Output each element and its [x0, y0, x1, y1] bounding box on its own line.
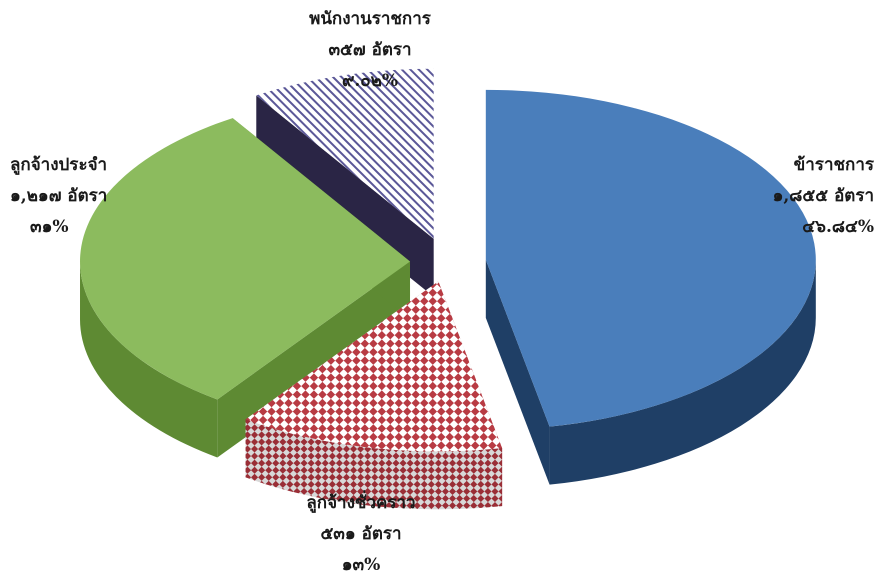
slice-top-2 [80, 118, 411, 400]
slice-name: พนักงานราชการ [309, 9, 431, 29]
slice-top-0 [485, 89, 816, 427]
slice-label-temporary-employee: ลูกจ้างชั่วคราว ๕๓๑ อัตรา ๑๓% [286, 488, 436, 581]
slice-percent: ๑๓% [341, 555, 381, 575]
slice-count: ๑,๒๑๗ อัตรา [10, 186, 108, 206]
slice-percent: ๓๑% [30, 217, 69, 237]
slice-side-0 [485, 259, 816, 485]
slice-label-government-employee: พนักงานราชการ ๓๕๗ อัตรา ๙.๐๒% [290, 4, 450, 97]
slice-top-3 [256, 68, 434, 239]
slice-count: ๑,๘๕๕ อัตรา [772, 186, 874, 206]
slice-count: ๓๕๗ อัตรา [328, 40, 412, 60]
slice-top-1 [245, 281, 503, 452]
slice-name: ลูกจ้างชั่วคราว [306, 493, 416, 513]
slice-name: ลูกจ้างประจำ [10, 155, 108, 175]
slice-count: ๕๓๑ อัตรา [320, 524, 402, 544]
slice-percent: ๔๖.๘๔% [802, 217, 874, 237]
slice-label-permanent-employee: ลูกจ้างประจำ ๑,๒๑๗ อัตรา ๓๑% [10, 150, 107, 243]
slice-name: ข้าราชการ [793, 155, 874, 175]
slice-percent: ๙.๐๒% [341, 71, 399, 91]
slice-label-government-officer: ข้าราชการ ๑,๘๕๕ อัตรา ๔๖.๘๔% [773, 150, 874, 243]
